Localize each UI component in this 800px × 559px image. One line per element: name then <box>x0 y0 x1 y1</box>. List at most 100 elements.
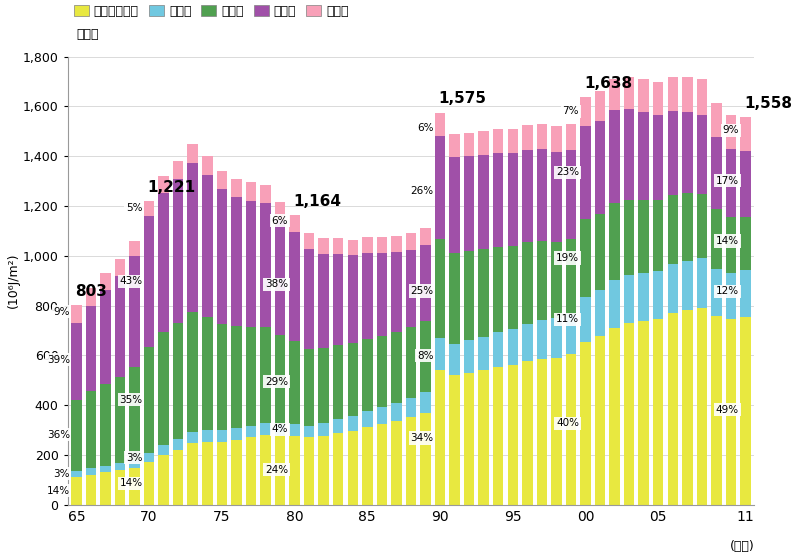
Bar <box>333 238 343 254</box>
Bar <box>158 193 169 332</box>
Bar <box>595 92 606 121</box>
Text: 39%: 39% <box>46 355 70 364</box>
Bar <box>478 249 489 337</box>
Bar <box>507 153 518 246</box>
Bar <box>130 241 140 256</box>
Bar <box>318 423 329 436</box>
Bar <box>507 246 518 329</box>
Bar <box>144 216 154 347</box>
Bar <box>391 402 402 421</box>
Bar <box>246 425 256 437</box>
Bar <box>667 264 678 314</box>
Bar <box>290 232 300 341</box>
Bar <box>100 273 110 290</box>
Bar <box>566 314 576 354</box>
Bar <box>638 200 649 273</box>
Bar <box>130 256 140 367</box>
Bar <box>100 472 110 505</box>
Bar <box>726 319 736 505</box>
Bar <box>653 115 663 200</box>
Bar <box>114 463 126 471</box>
Bar <box>71 477 82 505</box>
Bar <box>158 445 169 456</box>
Bar <box>610 79 620 110</box>
Bar <box>71 305 82 323</box>
Bar <box>653 200 663 271</box>
Bar <box>391 236 402 252</box>
Bar <box>610 110 620 203</box>
Bar <box>522 324 533 361</box>
Text: 40%: 40% <box>556 418 579 428</box>
Bar <box>362 427 373 505</box>
Text: 38%: 38% <box>265 280 288 290</box>
Bar <box>420 245 430 321</box>
Bar <box>450 253 460 344</box>
Bar <box>274 202 286 220</box>
Bar <box>697 79 707 115</box>
Bar <box>333 433 343 505</box>
Bar <box>202 442 213 505</box>
Bar <box>726 115 736 149</box>
Bar <box>362 339 373 411</box>
Bar <box>551 152 562 241</box>
Bar <box>114 377 126 463</box>
Bar <box>537 359 547 505</box>
Bar <box>478 155 489 249</box>
Bar <box>318 436 329 505</box>
Text: 803: 803 <box>75 283 106 299</box>
Bar <box>158 176 169 193</box>
Bar <box>551 318 562 358</box>
Bar <box>624 77 634 109</box>
Bar <box>173 179 183 323</box>
Bar <box>522 243 533 324</box>
Bar <box>406 417 416 505</box>
Bar <box>347 240 358 255</box>
Text: 29%: 29% <box>265 377 288 386</box>
Bar <box>434 136 446 239</box>
Bar <box>697 258 707 308</box>
Bar <box>173 450 183 505</box>
Bar <box>624 275 634 324</box>
Bar <box>290 436 300 505</box>
Bar <box>638 321 649 505</box>
Bar <box>86 306 96 391</box>
Text: 1,164: 1,164 <box>293 194 341 209</box>
Bar <box>274 220 286 335</box>
Text: 7%: 7% <box>562 106 579 116</box>
Text: 25%: 25% <box>410 286 434 296</box>
Bar <box>304 437 314 505</box>
Bar <box>406 233 416 250</box>
Bar <box>377 237 387 253</box>
Bar <box>464 251 474 340</box>
Bar <box>478 131 489 155</box>
Bar <box>624 200 634 275</box>
Bar <box>362 411 373 427</box>
Bar <box>246 182 256 201</box>
Bar <box>434 239 446 338</box>
Bar <box>595 336 606 505</box>
Bar <box>144 201 154 216</box>
Bar <box>377 253 387 336</box>
Bar <box>493 332 503 367</box>
Bar <box>86 468 96 475</box>
Bar <box>391 332 402 402</box>
Text: 26%: 26% <box>410 186 434 196</box>
Bar <box>86 391 96 468</box>
Bar <box>493 367 503 505</box>
Bar <box>202 430 213 442</box>
Bar <box>653 271 663 319</box>
Bar <box>260 435 270 505</box>
Bar <box>246 201 256 327</box>
Bar <box>114 276 126 377</box>
Bar <box>260 423 270 435</box>
Bar <box>493 247 503 332</box>
Bar <box>130 460 140 468</box>
Bar <box>173 323 183 439</box>
Bar <box>420 391 430 413</box>
Bar <box>406 250 416 327</box>
Bar <box>537 320 547 359</box>
Bar <box>420 321 430 391</box>
Bar <box>217 442 227 505</box>
Bar <box>464 156 474 251</box>
Text: 5%: 5% <box>126 203 142 214</box>
